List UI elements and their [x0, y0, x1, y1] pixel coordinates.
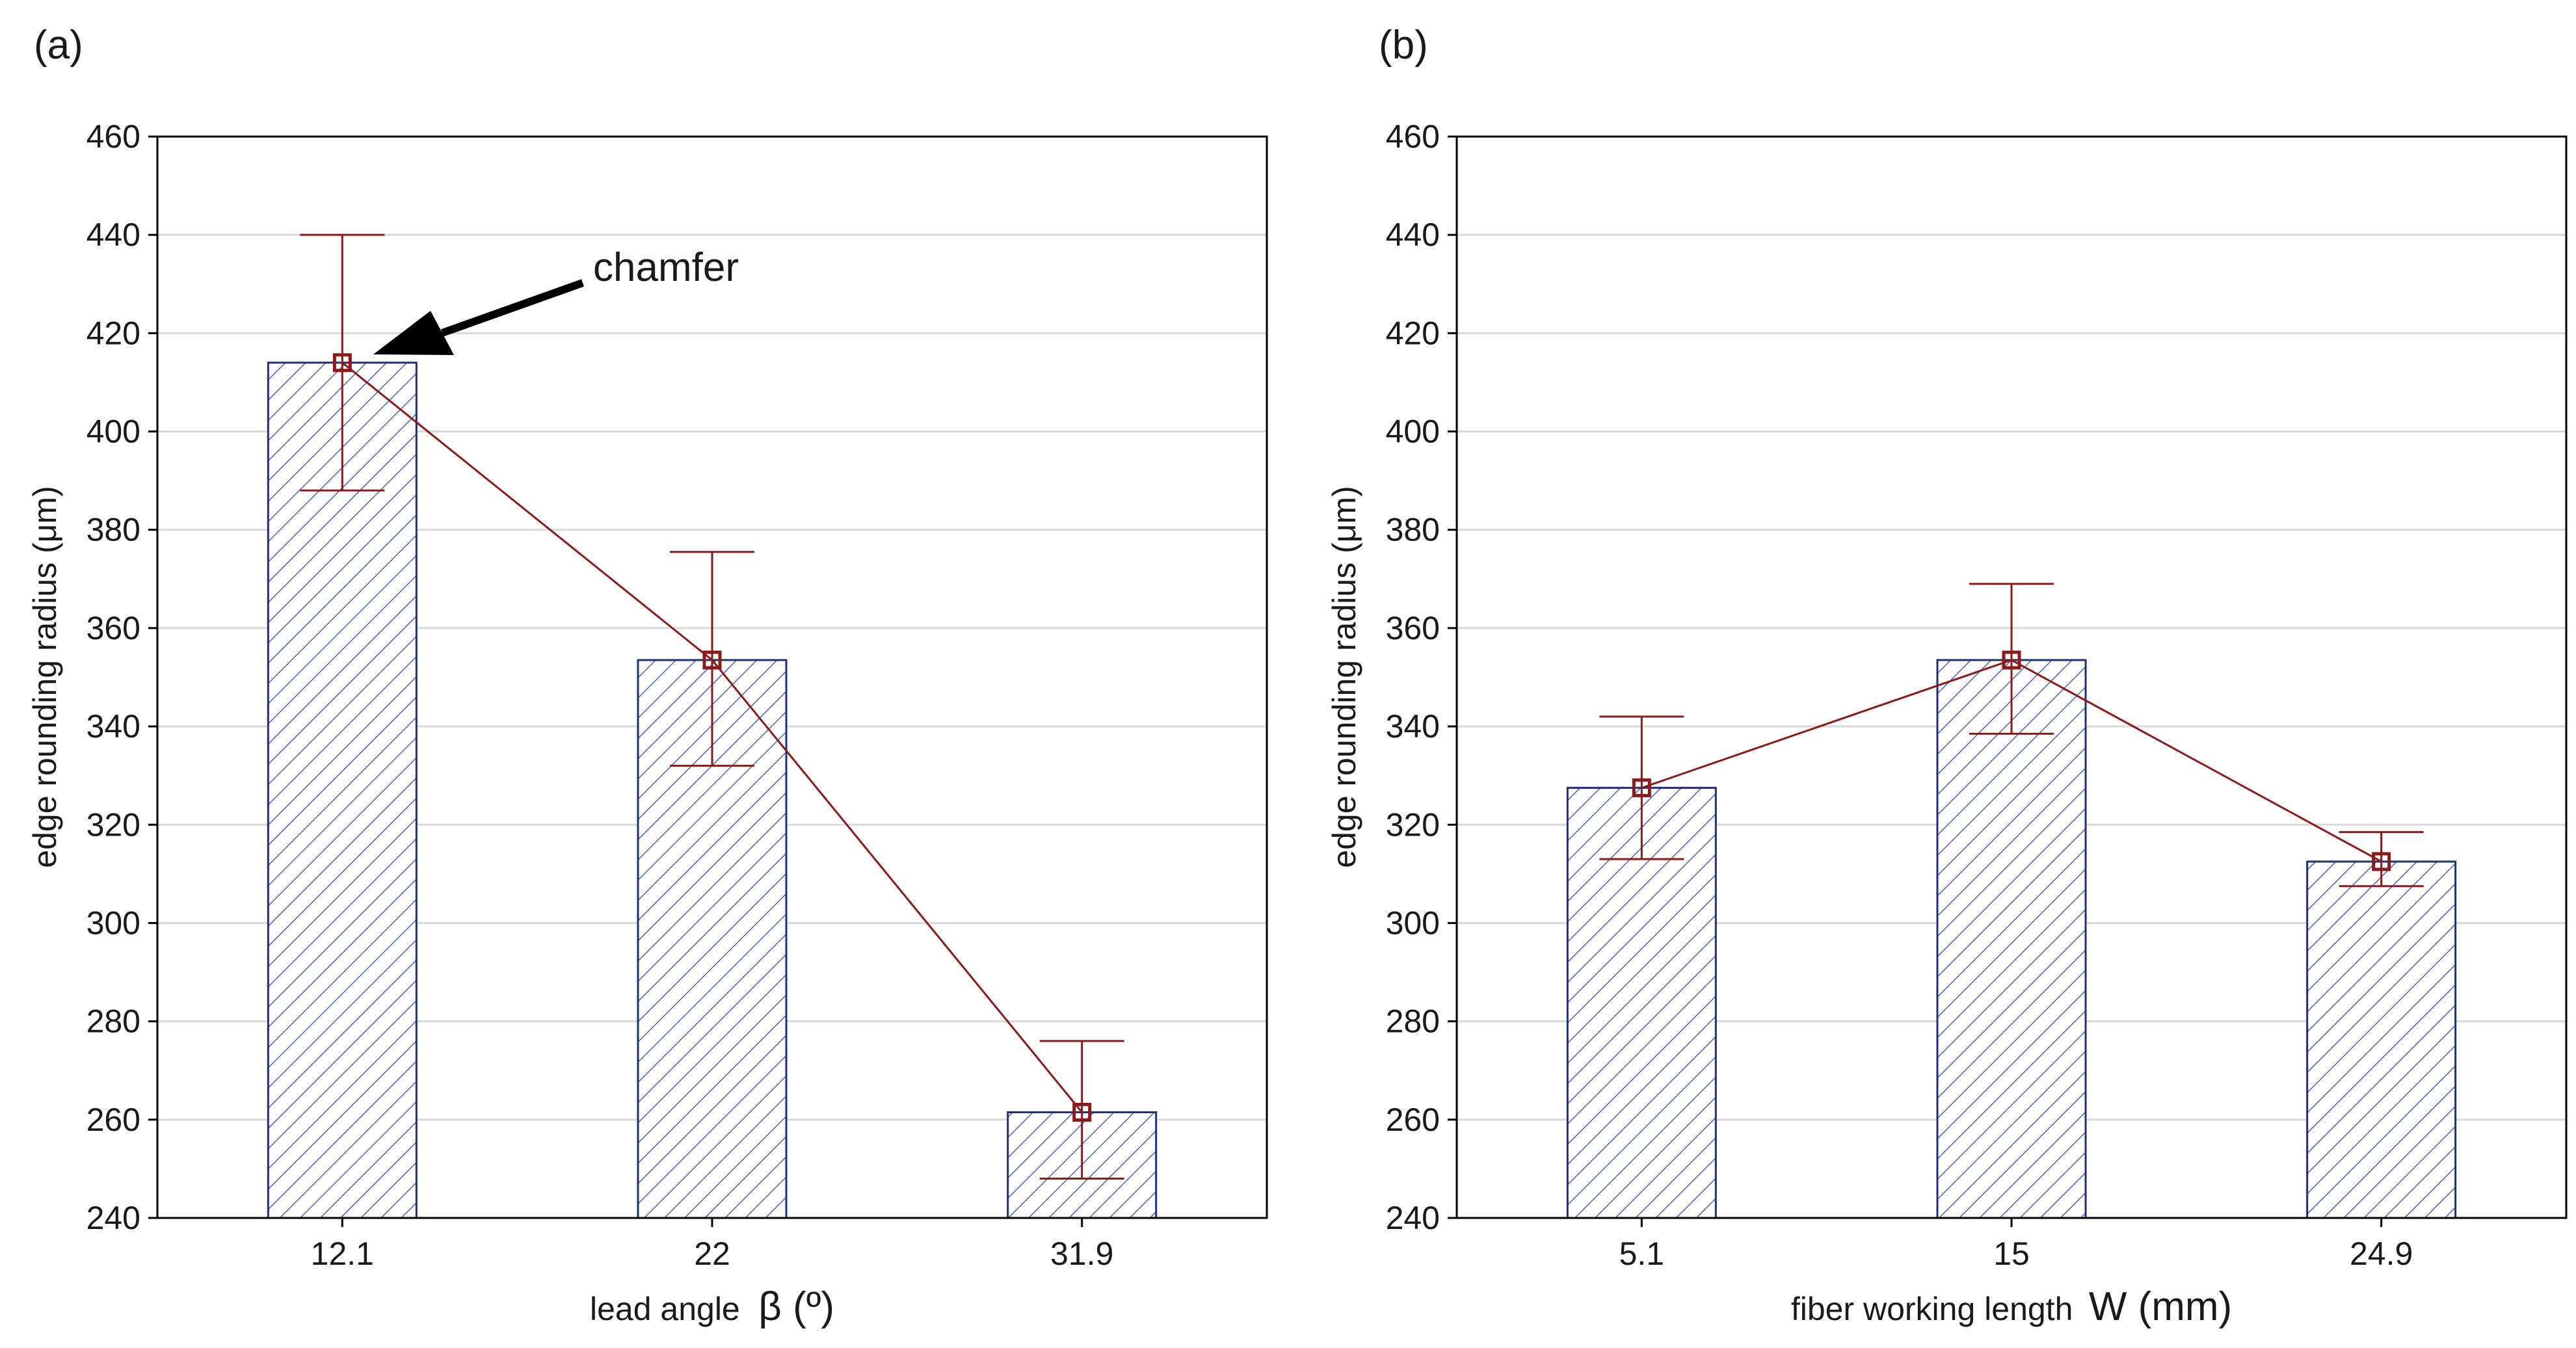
x-tick-label: 31.9: [1050, 1236, 1113, 1272]
chart-panel-b: (b) 240 260 280 300 320 340 360 380 400 420 440 460…: [1326, 23, 2568, 1329]
bars-a: [267, 362, 1158, 1219]
y-tick-label: 240: [1386, 1200, 1440, 1236]
y-tick-label: 420: [1386, 315, 1440, 351]
mean-marker-12.1: [332, 353, 352, 373]
y-tick-label: 360: [1386, 610, 1440, 646]
y-tick-label: 340: [86, 708, 140, 745]
bar-15: [1936, 659, 2087, 1219]
bar-24.9: [2306, 860, 2457, 1219]
y-tick-label: 320: [1386, 806, 1440, 843]
y-tick-label: 380: [86, 512, 140, 548]
bars-b: [1566, 659, 2457, 1219]
trend-b: [1632, 650, 2391, 871]
y-tick-label: 440: [1386, 217, 1440, 253]
mean-line: [341, 362, 1083, 1113]
mean-marker-5.1: [1632, 778, 1651, 798]
chamfer-annotation: chamfer: [373, 245, 739, 355]
x-axis-title-text-a: lead angle: [590, 1291, 740, 1327]
y-tick-label: 460: [86, 118, 140, 155]
chamfer-arrow-shaft: [440, 279, 585, 337]
y-tick-label: 300: [86, 905, 140, 941]
mean-marker-15: [2002, 650, 2021, 670]
y-tick-label: 240: [86, 1200, 140, 1236]
x-axis-title-b: fiber working length W (mm): [1791, 1284, 2232, 1329]
y-tick-label: 460: [1386, 118, 1440, 155]
x-axis-symbol-a: β (º): [758, 1284, 834, 1329]
plot-frame-b: [1455, 135, 2568, 1219]
y-tick-label: 300: [1386, 905, 1440, 941]
x-tick-label: 15: [1993, 1236, 2030, 1272]
x-ticks-b: 5.1 15 24.9: [1619, 1218, 2413, 1272]
y-tick-label: 280: [86, 1003, 140, 1040]
y-tick-label: 260: [86, 1102, 140, 1138]
y-ticks-a: 240 260 280 300 320 340 360 380 400 420 440 460: [86, 118, 157, 1236]
trend-a: [332, 353, 1092, 1122]
y-axis-title-b: edge rounding radius (μm): [1326, 486, 1362, 867]
x-tick-label: 22: [694, 1236, 730, 1272]
x-tick-label: 24.9: [2350, 1236, 2413, 1272]
chart-panel-a: (a) 240 260 280 300 320 340 360 380 400 420 440 460…: [27, 23, 1268, 1329]
y-tick-label: 280: [1386, 1003, 1440, 1040]
y-tick-label: 380: [1386, 512, 1440, 548]
y-tick-label: 420: [86, 315, 140, 351]
y-tick-label: 260: [1386, 1102, 1440, 1138]
mean-marker-22: [702, 650, 722, 670]
mean-marker-31.9: [1072, 1102, 1092, 1122]
y-tick-label: 440: [86, 217, 140, 253]
error-bars-b: [1599, 583, 2424, 888]
y-ticks-b: 240 260 280 300 320 340 360 380 400 420 440 460: [1386, 118, 1457, 1236]
mean-marker-24.9: [2372, 852, 2391, 871]
y-tick-label: 320: [86, 806, 140, 843]
x-axis-title-text-b: fiber working length: [1791, 1291, 2073, 1327]
x-axis-title-a: lead angle β (º): [590, 1284, 834, 1329]
panel-label-a: (a): [34, 23, 83, 68]
panel-label-b: (b): [1379, 23, 1428, 68]
error-bars-a: [300, 233, 1124, 1180]
y-tick-label: 400: [86, 414, 140, 450]
mean-line: [1641, 659, 2382, 863]
x-axis-symbol-b: W (mm): [2089, 1284, 2232, 1329]
x-ticks-a: 12.1 22 31.9: [311, 1218, 1113, 1272]
x-tick-label: 12.1: [311, 1236, 374, 1272]
x-tick-label: 5.1: [1619, 1236, 1665, 1272]
plot-frame-a: [156, 135, 1268, 1219]
y-tick-label: 400: [1386, 414, 1440, 450]
y-axis-title-a: edge rounding radius (μm): [27, 486, 63, 867]
chamfer-arrowhead: [373, 311, 454, 355]
y-tick-label: 360: [86, 610, 140, 646]
chamfer-label: chamfer: [593, 245, 739, 290]
y-tick-label: 340: [1386, 708, 1440, 745]
